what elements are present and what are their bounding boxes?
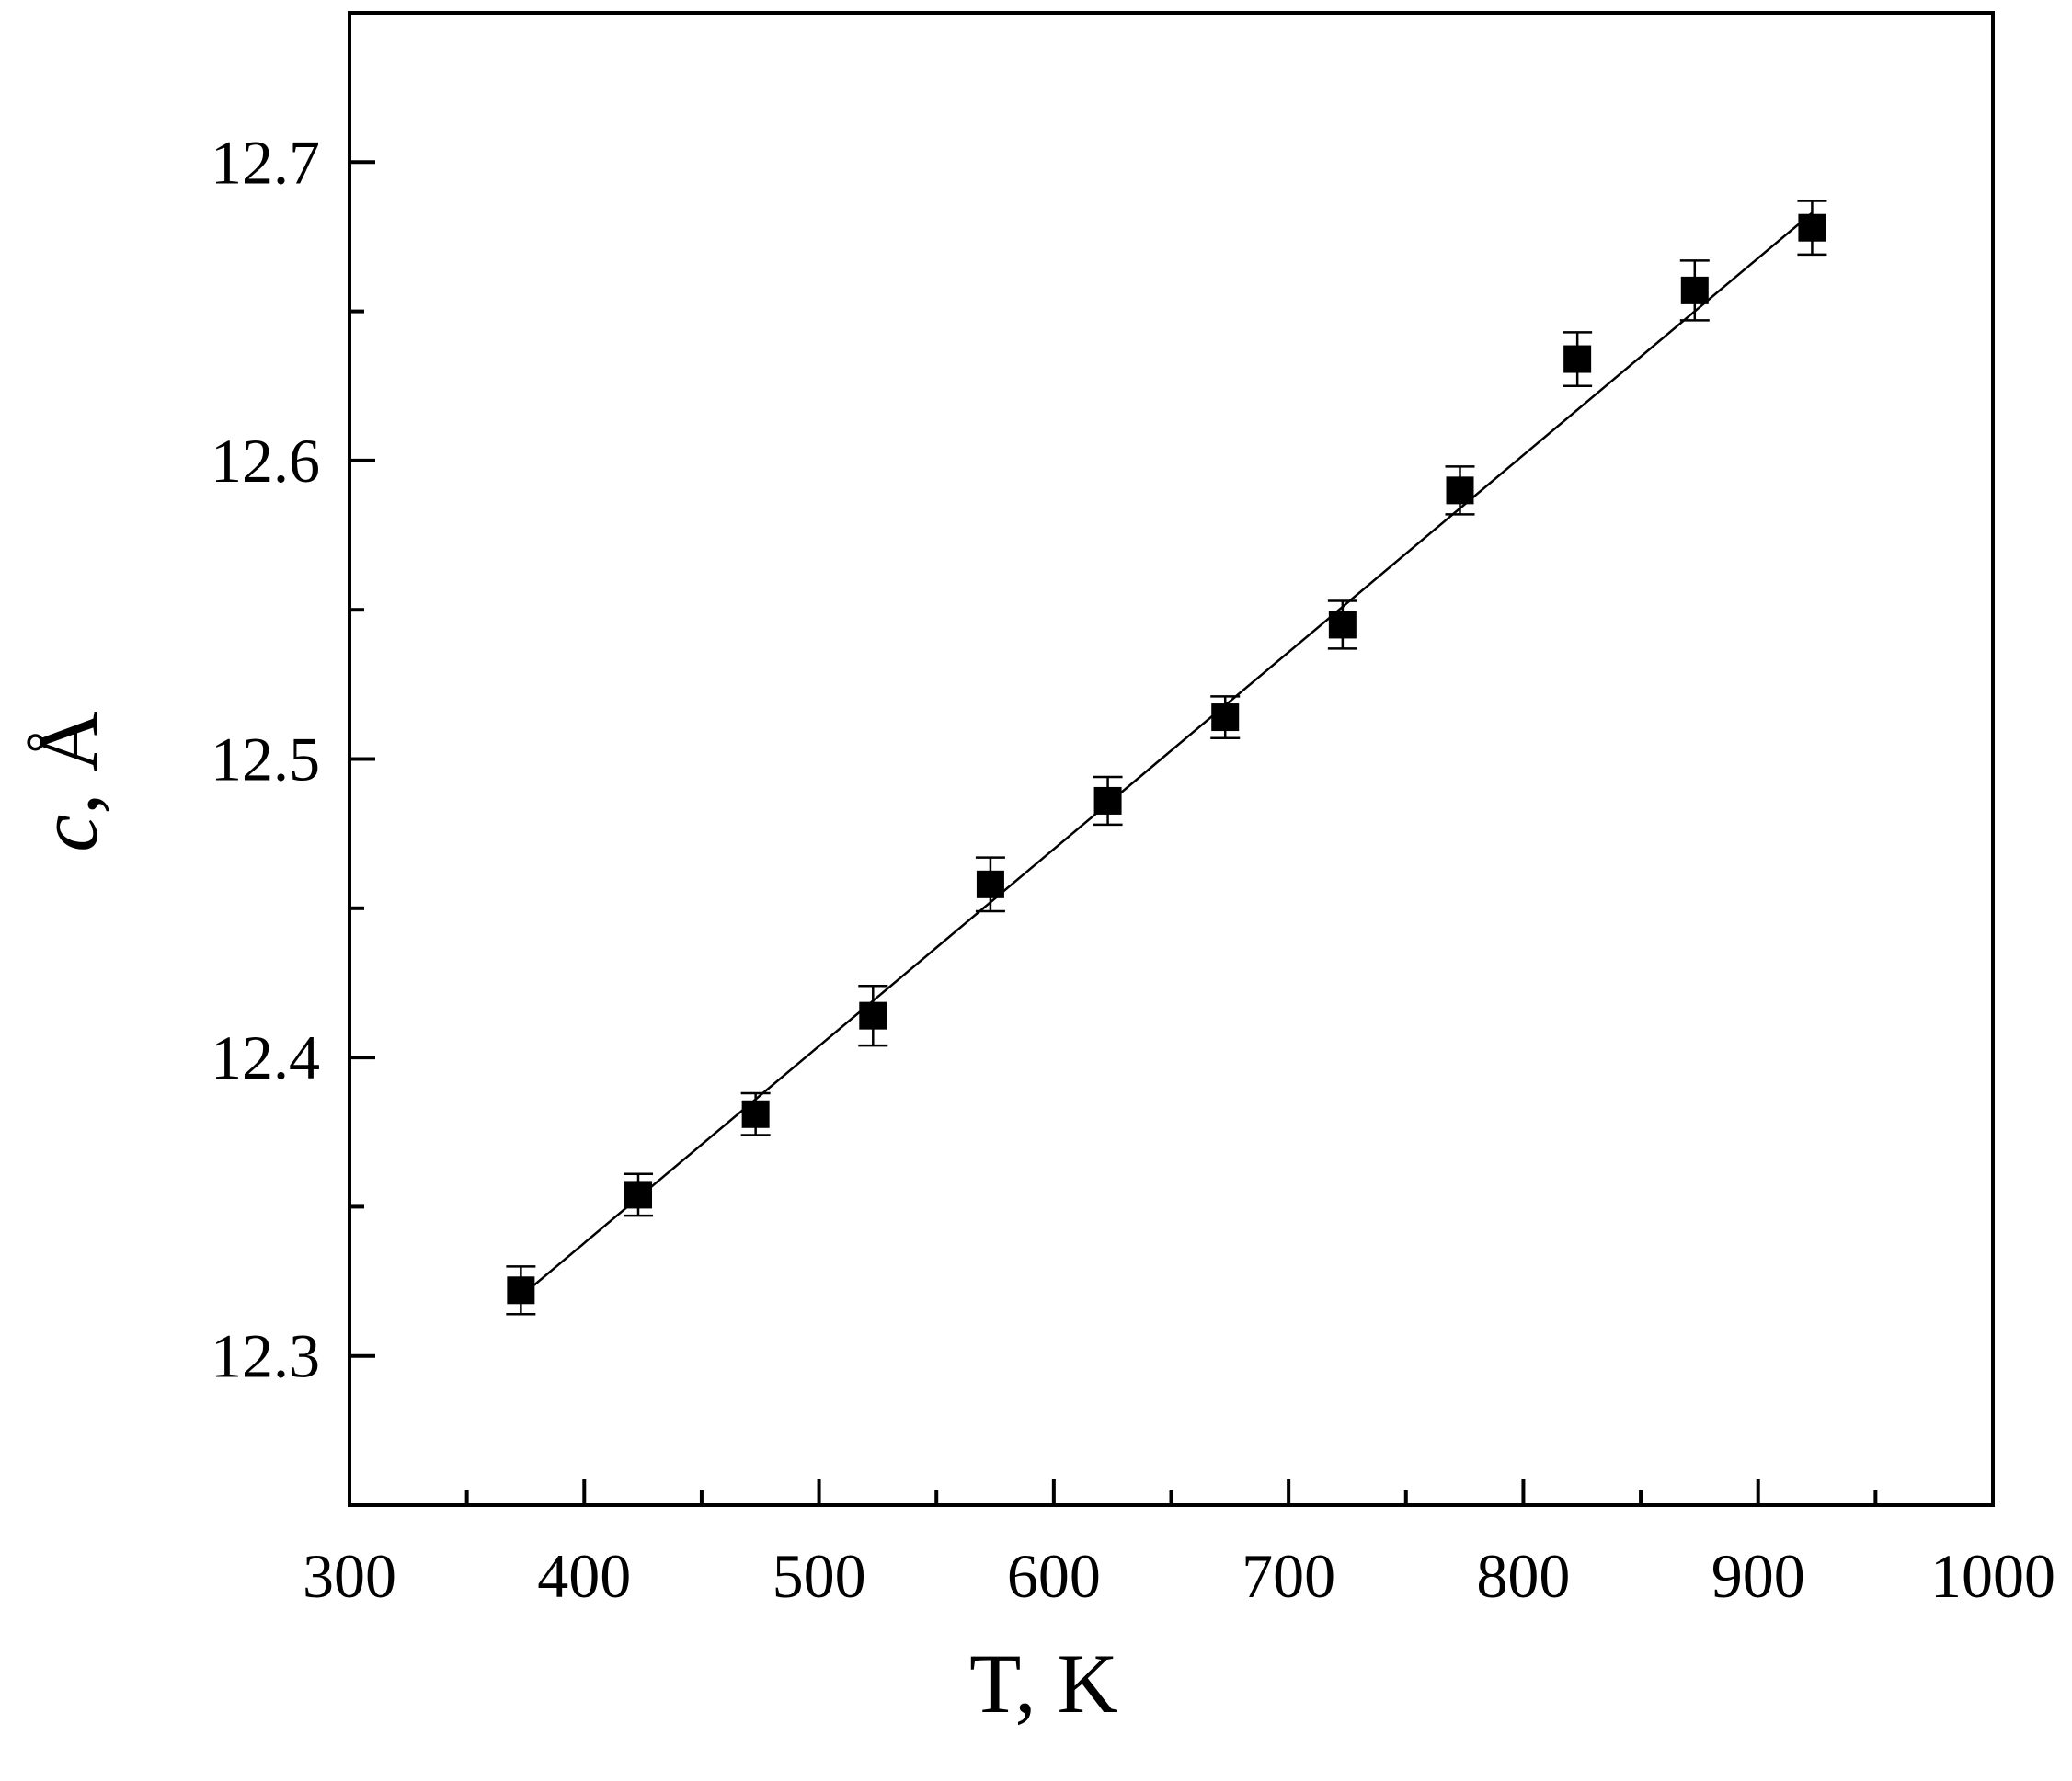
data-point bbox=[624, 1181, 653, 1209]
data-point bbox=[507, 1276, 535, 1305]
y-tick-label: 12.7 bbox=[211, 127, 320, 197]
y-axis-symbol: c bbox=[21, 815, 115, 852]
data-point bbox=[741, 1100, 770, 1128]
y-tick-labels: 12.3 12.4 12.5 12.6 12.7 bbox=[211, 127, 320, 1390]
minor-ticks bbox=[349, 309, 1878, 1507]
x-tick-label: 900 bbox=[1711, 1541, 1805, 1611]
x-tick-label: 400 bbox=[537, 1541, 631, 1611]
y-tick-label: 12.6 bbox=[211, 426, 320, 496]
x-tick-label: 1000 bbox=[1930, 1541, 2055, 1611]
major-ticks bbox=[348, 160, 1995, 1505]
x-tick-label: 300 bbox=[303, 1541, 396, 1611]
y-tick-label: 12.5 bbox=[211, 725, 320, 794]
data-point bbox=[976, 870, 1004, 898]
fit-line bbox=[520, 211, 1814, 1297]
data-point bbox=[1093, 786, 1122, 815]
data-point bbox=[1446, 476, 1474, 505]
y-axis-title: c, Å bbox=[21, 711, 115, 851]
x-tick-label: 500 bbox=[773, 1541, 866, 1611]
data-point bbox=[1211, 703, 1240, 732]
y-tick-label: 12.3 bbox=[211, 1321, 320, 1391]
x-tick-label: 800 bbox=[1476, 1541, 1570, 1611]
error-bars bbox=[506, 200, 1827, 1316]
data-point bbox=[859, 1001, 887, 1030]
x-tick-labels: 300 400 500 600 700 800 900 1000 bbox=[303, 1541, 2055, 1611]
x-tick-label: 700 bbox=[1242, 1541, 1335, 1611]
data-point bbox=[1328, 611, 1357, 639]
data-point bbox=[1563, 345, 1592, 373]
x-axis-title: T, K bbox=[969, 1637, 1118, 1730]
y-axis-unit: , Å bbox=[21, 711, 115, 814]
data-point bbox=[1680, 276, 1709, 304]
data-markers bbox=[507, 213, 1826, 1305]
x-tick-label: 600 bbox=[1007, 1541, 1101, 1611]
y-tick-label: 12.4 bbox=[211, 1022, 320, 1092]
data-point bbox=[1798, 213, 1826, 242]
plot-frame bbox=[348, 11, 1995, 1507]
